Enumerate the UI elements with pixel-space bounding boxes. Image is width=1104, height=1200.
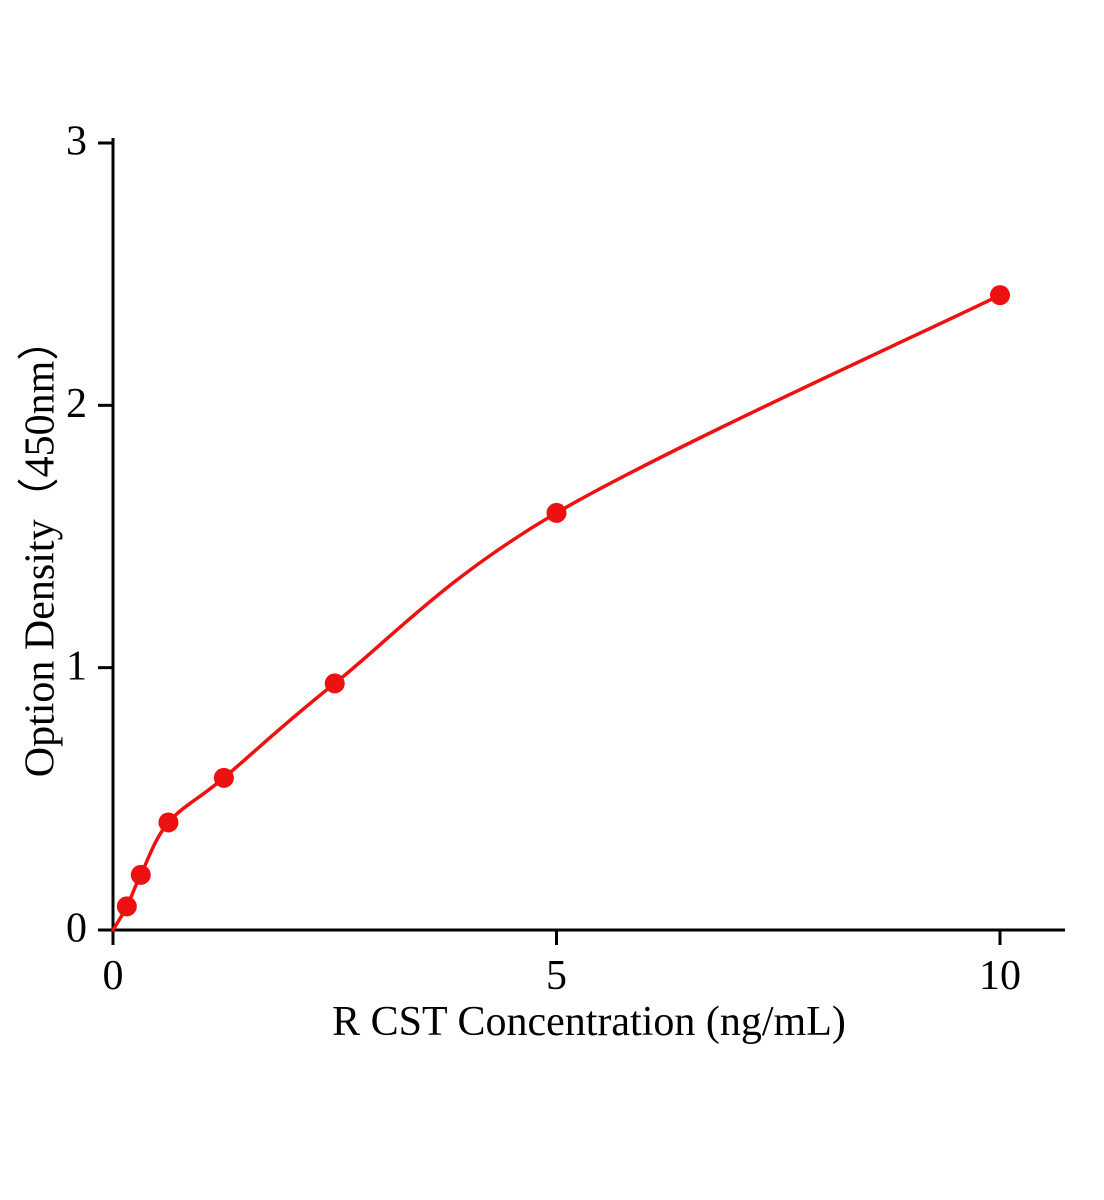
data-point [213,767,234,788]
data-point [130,864,151,885]
x-tick-label: 0 [103,953,124,999]
x-tick-label: 10 [979,953,1021,999]
data-point [546,502,567,523]
y-tick-label: 3 [66,119,87,165]
data-point [158,812,179,833]
data-point [116,896,137,917]
y-tick-label: 1 [66,643,87,689]
x-tick-label: 5 [546,953,567,999]
y-axis-label: Option Density（450nm） [17,318,64,778]
fit-curve [111,293,1002,932]
y-tick-label: 2 [66,381,87,427]
data-point [324,673,345,694]
data-point [990,285,1010,306]
x-axis-label: R CST Concentration (ng/mL) [332,999,846,1045]
y-tick-label: 0 [66,906,87,952]
